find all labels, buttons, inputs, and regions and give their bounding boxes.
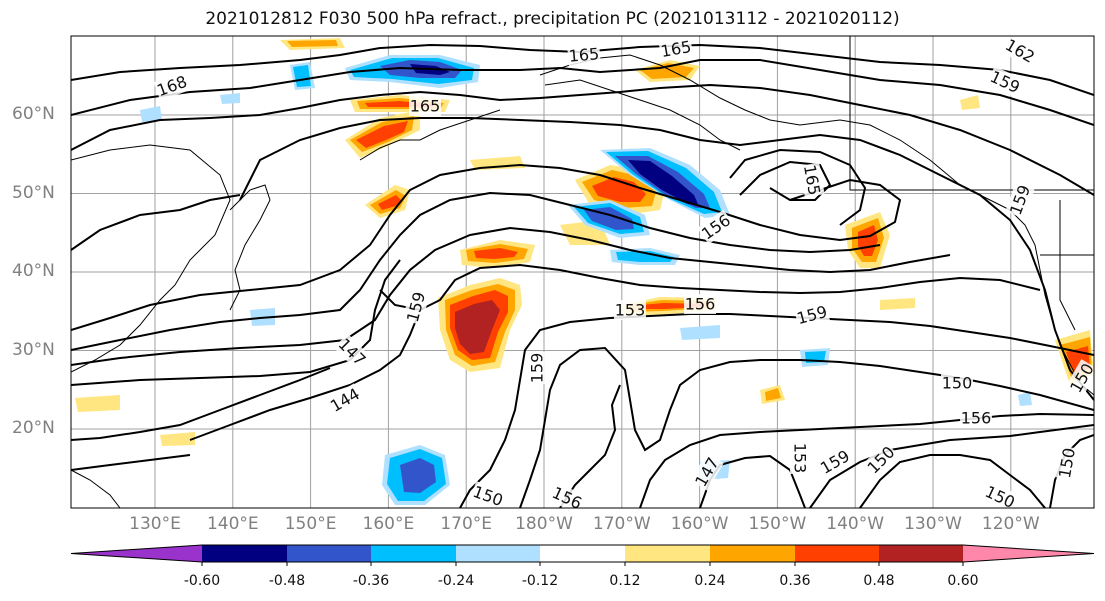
colorbar-tick-label: 0.24 — [694, 573, 726, 589]
svg-text:156: 156 — [961, 409, 992, 428]
colorbar-segment — [540, 545, 625, 562]
contour-label: 159 — [527, 352, 547, 384]
contour-label: 165 — [409, 96, 441, 116]
svg-text:159: 159 — [528, 353, 547, 384]
colorbar-tick-label: -0.48 — [268, 573, 306, 589]
contour-label: 156 — [684, 294, 716, 314]
longitude-label: 150°E — [284, 514, 337, 534]
colorbar-tick-label: 0.48 — [863, 573, 895, 589]
latitude-label: 50°N — [12, 182, 55, 203]
latitude-label: 20°N — [12, 418, 55, 438]
colorbar-segment — [795, 545, 879, 562]
latitude-label: 30°N — [12, 339, 55, 360]
colorbar-extend-high — [963, 545, 1094, 562]
svg-text:150: 150 — [942, 374, 973, 393]
colorbar-extend-low — [71, 545, 202, 562]
precip-negative-shading — [140, 55, 1032, 505]
longitude-label: 160°E — [362, 514, 415, 534]
longitude-label: 160°W — [670, 514, 729, 534]
colorbar-segment — [371, 545, 456, 562]
colorbar — [70, 544, 1095, 566]
longitude-label: 180°W — [515, 514, 573, 534]
refractivity-contours — [71, 43, 1094, 508]
contour-label: 150 — [941, 373, 973, 393]
colorbar-segment — [625, 545, 710, 562]
longitude-label: 170°E — [440, 514, 493, 534]
svg-text:153: 153 — [615, 301, 646, 320]
contour-label: 153 — [790, 442, 810, 474]
colorbar-tick-label: 0.36 — [779, 573, 811, 589]
contour-label: 153 — [614, 300, 646, 320]
svg-text:165: 165 — [410, 97, 441, 116]
longitude-label: 170°W — [592, 514, 651, 534]
longitude-label: 130°E — [129, 514, 181, 534]
contour-label: 156 — [960, 408, 992, 428]
colorbar-segment — [202, 545, 287, 562]
colorbar-segment — [710, 545, 795, 562]
longitude-label: 120°W — [981, 514, 1040, 534]
contour-label: 150 — [1054, 445, 1080, 481]
coastlines — [71, 36, 1094, 508]
svg-text:156: 156 — [685, 295, 716, 314]
longitude-label: 130°W — [904, 514, 962, 534]
latitude-label: 60°N — [12, 104, 55, 124]
map-frame — [70, 35, 1095, 509]
longitude-label: 140°E — [206, 514, 259, 534]
colorbar-tick-label: -0.24 — [437, 573, 475, 589]
colorbar-tick-label: 0.12 — [609, 573, 641, 589]
svg-text:153: 153 — [791, 443, 810, 474]
svg-text:165: 165 — [568, 44, 600, 66]
contour-label: 159 — [816, 445, 854, 479]
colorbar-tick-label: -0.36 — [352, 573, 390, 589]
latitude-label: 40°N — [12, 261, 55, 281]
map-title: 2021012812 F030 500 hPa refract., precip… — [205, 9, 900, 29]
contour-label: 165 — [799, 162, 825, 198]
colorbar-tick-label: -0.12 — [521, 573, 559, 589]
contour-label: 165 — [658, 36, 694, 62]
contour-label: 165 — [567, 43, 601, 67]
longitude-label: 140°W — [826, 514, 885, 534]
colorbar-segment — [879, 545, 963, 562]
colorbar-tick-label: 0.60 — [947, 573, 979, 589]
colorbar-tick-label: -0.60 — [183, 573, 221, 589]
colorbar-segment — [456, 545, 540, 562]
colorbar-segment — [287, 545, 371, 562]
longitude-label: 150°W — [748, 514, 807, 534]
